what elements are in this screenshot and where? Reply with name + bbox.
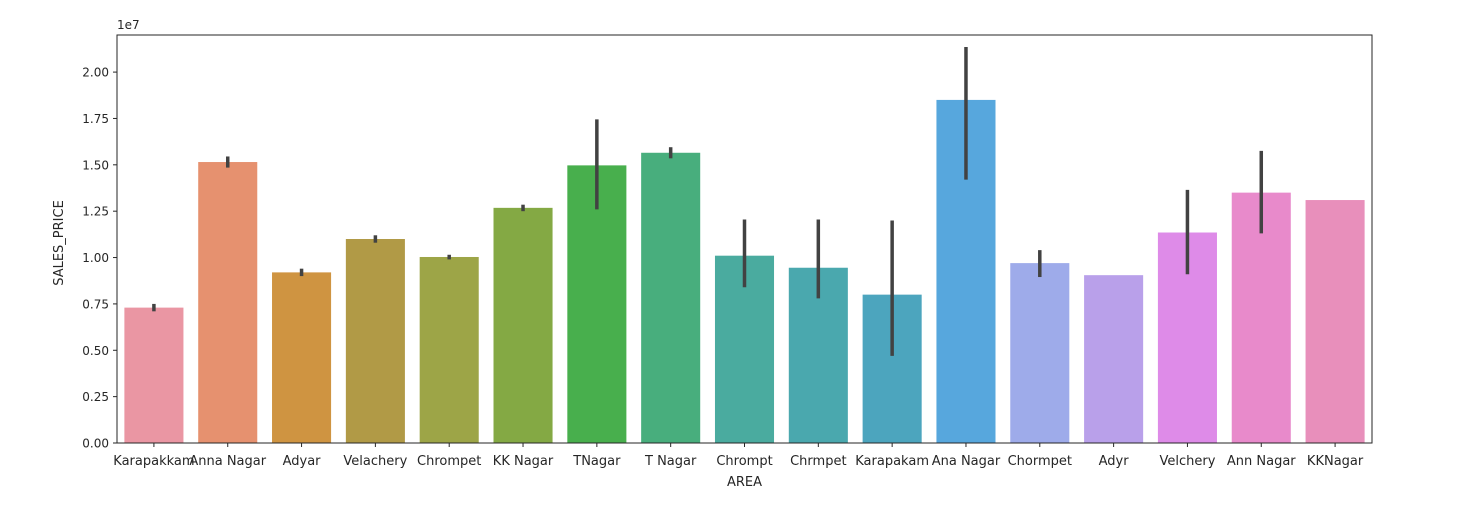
y-tick-label: 0.50 <box>82 344 109 358</box>
y-offset-label: 1e7 <box>117 18 140 32</box>
x-tick-label: Velchery <box>1159 454 1215 469</box>
y-tick-label: 1.50 <box>82 158 109 172</box>
x-tick-label: KKNagar <box>1307 454 1364 469</box>
y-axis: 0.00 0.25 0.50 0.75 1.00 1.25 1.50 1.75 2.00 <box>82 66 117 451</box>
x-tick-label: Ann Nagar <box>1227 454 1296 469</box>
x-tick-label: Anna Nagar <box>189 454 266 469</box>
bar <box>272 272 332 443</box>
x-tick-label: T Nagar <box>644 454 697 469</box>
y-axis-label: SALES_PRICE <box>52 200 67 286</box>
x-tick-label: Adyar <box>283 454 322 469</box>
x-tick-label: Chormpet <box>1008 454 1072 469</box>
x-tick-label: TNagar <box>572 454 621 469</box>
bar <box>1305 200 1365 443</box>
x-axis-label: AREA <box>727 475 762 490</box>
bar <box>1084 275 1144 443</box>
x-tick-label: Chrompt <box>716 454 772 469</box>
bar <box>1231 192 1291 443</box>
y-tick-label: 0.75 <box>82 297 109 311</box>
x-tick-label: Velachery <box>343 454 407 469</box>
error-bars-group <box>152 47 1264 356</box>
bar <box>124 307 184 443</box>
x-tick-label: Adyr <box>1099 454 1130 469</box>
bar <box>419 256 479 443</box>
x-tick-label: KK Nagar <box>493 454 554 469</box>
bar <box>198 162 258 443</box>
x-tick-label: Chrmpet <box>790 454 846 469</box>
y-tick-label: 0.00 <box>82 437 109 451</box>
bar <box>1010 263 1070 443</box>
bars-group <box>124 99 1365 443</box>
y-tick-label: 2.00 <box>82 66 109 80</box>
bar <box>567 165 627 443</box>
x-tick-label: Karapakkam <box>113 454 194 469</box>
bar <box>345 239 405 443</box>
x-tick-label: Ana Nagar <box>932 454 1001 469</box>
bar <box>641 152 701 443</box>
y-tick-label: 0.25 <box>82 390 109 404</box>
x-tick-label: Karapakam <box>855 454 929 469</box>
x-tick-label: Chrompet <box>417 454 481 469</box>
y-tick-label: 1.00 <box>82 251 109 265</box>
y-tick-label: 1.25 <box>82 205 109 219</box>
bar <box>493 207 553 443</box>
y-tick-label: 1.75 <box>82 112 109 126</box>
